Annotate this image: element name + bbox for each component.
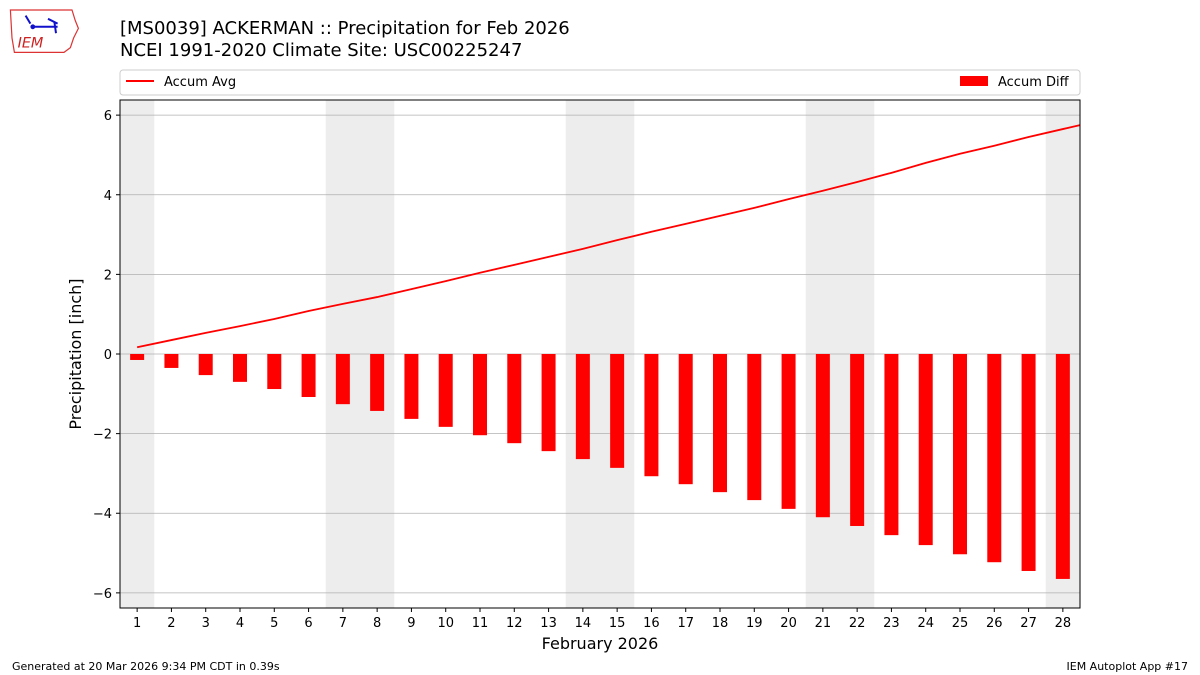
bar-accum-diff — [884, 354, 899, 536]
x-tick-label: 7 — [339, 616, 347, 631]
x-tick-label: 20 — [780, 616, 797, 631]
x-tick-label: 12 — [506, 616, 523, 631]
y-tick-label: 6 — [104, 109, 112, 124]
bar-accum-diff — [1021, 354, 1036, 571]
x-tick-label: 4 — [236, 616, 244, 631]
y-tick-label: −4 — [93, 507, 112, 522]
bar-accum-diff — [438, 354, 453, 427]
y-tick-label: 0 — [104, 348, 112, 363]
footer-generated: Generated at 20 Mar 2026 9:34 PM CDT in … — [12, 660, 280, 673]
bar-accum-diff — [473, 354, 487, 436]
line-accum-avg — [136, 124, 1081, 349]
x-tick-label: 2 — [167, 616, 175, 631]
x-tick-label: 15 — [609, 616, 626, 631]
x-tick-label: 13 — [540, 616, 557, 631]
bar-accum-diff — [507, 354, 522, 444]
x-tick-label: 11 — [472, 616, 489, 631]
x-tick-label: 3 — [202, 616, 210, 631]
x-tick-label: 10 — [437, 616, 454, 631]
bar-accum-diff — [918, 354, 933, 546]
x-tick-label: 17 — [677, 616, 694, 631]
x-tick-label: 14 — [575, 616, 592, 631]
bar-accum-diff — [747, 354, 762, 501]
iem-logo: IEM — [9, 9, 80, 53]
legend-bar-swatch — [960, 76, 988, 86]
svg-text:IEM: IEM — [18, 36, 44, 52]
x-tick-label: 22 — [849, 616, 866, 631]
bar-accum-diff — [815, 354, 830, 518]
x-tick-label: 5 — [270, 616, 278, 631]
bar-accum-diff — [575, 354, 590, 460]
legend-label-accum-avg: Accum Avg — [164, 75, 236, 90]
legend-box — [119, 69, 1081, 96]
y-tick-label: 4 — [104, 189, 112, 204]
x-tick-label: 28 — [1055, 616, 1072, 631]
x-tick-label: 9 — [407, 616, 415, 631]
bar-accum-diff — [850, 354, 865, 526]
x-axis-label: February 2026 — [542, 634, 659, 653]
bar-accum-diff — [404, 354, 419, 419]
x-tick-label: 6 — [304, 616, 312, 631]
bar-accum-diff — [198, 354, 213, 376]
chart-subtitle: NCEI 1991-2020 Climate Site: USC00225247 — [120, 40, 523, 61]
bar-accum-diff — [713, 354, 727, 493]
bar-accum-diff — [233, 354, 247, 382]
bar-accum-diff — [301, 354, 316, 397]
x-tick-label: 24 — [917, 616, 934, 631]
bar-accum-diff — [987, 354, 1002, 563]
y-tick-label: 2 — [104, 268, 112, 283]
bar-accum-diff — [541, 354, 556, 452]
plot-frame — [119, 99, 1081, 609]
bar-accum-diff — [370, 354, 385, 411]
x-tick-label: 21 — [815, 616, 832, 631]
bar-accum-diff — [781, 354, 796, 509]
bar-accum-diff — [1055, 354, 1070, 579]
bar-accum-diff — [644, 354, 659, 477]
footer-app: IEM Autoplot App #17 — [1066, 660, 1189, 673]
y-tick-label: −6 — [93, 587, 112, 602]
y-tick-label: −2 — [93, 428, 112, 443]
x-tick-label: 1 — [133, 616, 141, 631]
x-tick-label: 8 — [373, 616, 381, 631]
x-tick-label: 19 — [746, 616, 763, 631]
bar-accum-diff — [610, 354, 625, 468]
legend-label-accum-diff: Accum Diff — [998, 75, 1070, 90]
bar-accum-diff — [678, 354, 693, 485]
x-tick-label: 16 — [643, 616, 660, 631]
x-tick-label: 27 — [1020, 616, 1037, 631]
x-tick-label: 18 — [712, 616, 729, 631]
x-tick-label: 25 — [952, 616, 969, 631]
x-tick-label: 26 — [986, 616, 1003, 631]
x-tick-label: 23 — [883, 616, 900, 631]
bar-accum-diff — [335, 354, 350, 405]
chart-title: [MS0039] ACKERMAN :: Precipitation for F… — [120, 18, 570, 39]
bar-accum-diff — [267, 354, 282, 390]
bar-accum-diff — [953, 354, 967, 555]
bar-accum-diff — [130, 354, 145, 360]
y-axis-label: Precipitation [inch] — [66, 278, 85, 429]
bar-accum-diff — [164, 354, 179, 368]
